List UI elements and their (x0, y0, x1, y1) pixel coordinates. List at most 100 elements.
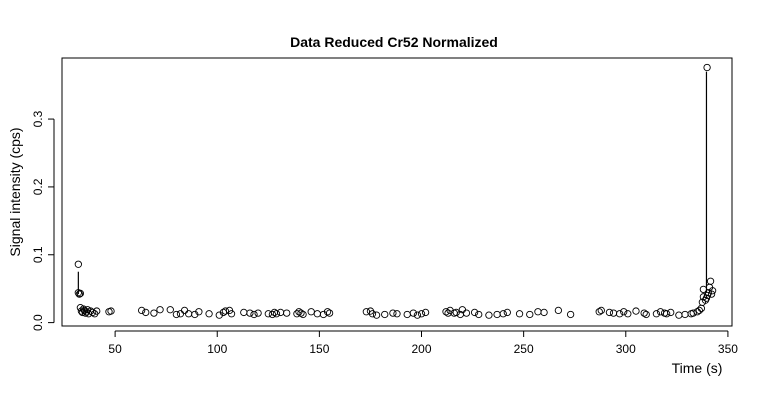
data-point (205, 310, 213, 318)
x-tick-label: 150 (309, 342, 329, 356)
data-point (297, 309, 305, 317)
data-point (462, 309, 471, 317)
data-point (652, 310, 661, 318)
y-axis: 0.0 0.1 0.2 0.3 (31, 110, 55, 331)
y-axis-label: Signal intensity (cps) (7, 127, 23, 256)
x-tick-label: 200 (411, 342, 431, 356)
data-point (372, 311, 381, 319)
data-point (393, 310, 401, 318)
data-point (540, 308, 548, 317)
data-point (470, 308, 479, 317)
data-point (138, 306, 146, 315)
data-point (195, 308, 203, 316)
data-point (221, 307, 230, 315)
data-point (526, 310, 534, 319)
y-tick-label: 0.0 (31, 314, 45, 331)
data-point (452, 308, 460, 317)
data-point (417, 310, 426, 318)
x-tick-label: 100 (207, 342, 227, 356)
x-tick-label: 350 (718, 342, 738, 356)
data-point (609, 309, 618, 317)
x-tick-label: 50 (108, 342, 122, 356)
data-point (566, 310, 575, 319)
data-point (605, 308, 614, 317)
data-point (689, 309, 697, 317)
data-point (595, 308, 603, 316)
data-point (180, 306, 189, 315)
data-point (76, 289, 85, 298)
data-point (708, 287, 717, 295)
data-point (268, 310, 277, 319)
data-point (88, 308, 97, 317)
data-point (703, 63, 711, 72)
data-point (272, 310, 281, 318)
data-point (381, 310, 389, 319)
y-tick-label: 0.1 (31, 246, 45, 263)
data-point (240, 308, 248, 317)
data-point (515, 310, 524, 318)
data-point (323, 308, 332, 316)
data-point (325, 309, 334, 317)
data-point (640, 309, 648, 317)
data-point (368, 310, 377, 318)
data-point (499, 310, 507, 318)
data-point (403, 310, 411, 319)
data-point (624, 310, 632, 318)
data-point (656, 308, 665, 316)
data-point (107, 307, 115, 315)
data-point (276, 308, 285, 317)
y-tick-label: 0.2 (31, 178, 45, 195)
data-point (93, 307, 101, 315)
chart-title: Data Reduced Cr52 Normalized (290, 34, 498, 50)
data-point (389, 309, 397, 317)
data-point (74, 260, 82, 268)
data-point (695, 306, 703, 315)
plot-frame (61, 57, 733, 327)
data-point (597, 306, 605, 315)
x-axis-label: Time (s) (672, 360, 723, 376)
data-point (283, 309, 291, 317)
data-point (75, 290, 84, 298)
data-point (620, 308, 628, 316)
data-point (503, 308, 511, 317)
data-point (706, 277, 715, 285)
data-point (184, 310, 193, 318)
data-point (681, 310, 689, 319)
data-point (299, 310, 307, 319)
data-point (313, 310, 321, 318)
data-point (632, 307, 640, 315)
data-point (413, 311, 422, 319)
data-point (176, 310, 185, 318)
data-points (74, 63, 717, 319)
data-point (421, 308, 430, 317)
data-point (227, 310, 236, 318)
data-point (667, 308, 675, 317)
data-point (554, 306, 563, 315)
data-point (662, 310, 671, 318)
data-point (142, 308, 150, 317)
x-tick-label: 300 (616, 342, 636, 356)
data-point (475, 310, 483, 319)
data-point (250, 310, 258, 319)
data-point (493, 310, 501, 319)
data-point (485, 311, 493, 319)
y-tick-label: 0.3 (31, 110, 45, 127)
data-point (307, 308, 315, 316)
data-point (675, 311, 683, 319)
connector-lines (77, 71, 708, 295)
data-point (642, 310, 650, 319)
data-point (442, 308, 450, 316)
data-point (534, 308, 542, 316)
data-point (616, 310, 624, 318)
data-point (254, 309, 262, 317)
data-point (166, 306, 174, 314)
x-axis: 50 100 150 200 250 300 350 (108, 330, 738, 356)
data-point (172, 310, 181, 319)
data-point (246, 309, 254, 317)
data-point (150, 309, 158, 317)
x-tick-label: 250 (514, 342, 534, 356)
data-point (707, 290, 716, 298)
data-point (156, 306, 164, 314)
